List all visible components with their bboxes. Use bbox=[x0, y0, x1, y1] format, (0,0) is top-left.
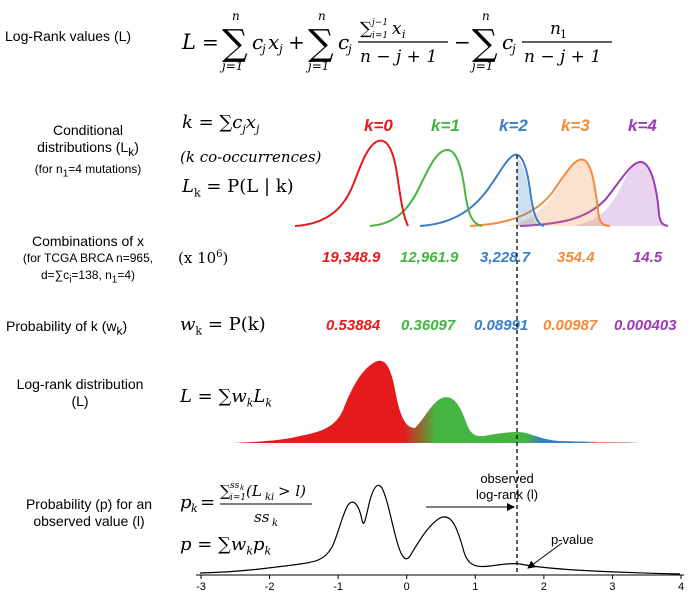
lk-definition: Lk = P(L | k) bbox=[182, 176, 294, 200]
svg-text:p: p bbox=[180, 492, 192, 513]
pk-definition: p k = ∑ ss k i=1 (L ki > l) ss k bbox=[180, 480, 330, 533]
k-cooccurrences: (k co-occurrences) bbox=[180, 148, 322, 166]
svg-text:∑: ∑ bbox=[222, 23, 248, 64]
k0-combinations: 19,348.9 bbox=[322, 249, 381, 266]
k3-combinations: 354.4 bbox=[557, 249, 595, 266]
svg-text:i=1: i=1 bbox=[230, 493, 246, 503]
svg-text:1: 1 bbox=[560, 28, 567, 41]
svg-text:n: n bbox=[482, 9, 490, 23]
k3-probability: 0.00987 bbox=[543, 317, 598, 334]
row-label-pvalue: Probability (p) for an observed value (l… bbox=[25, 496, 153, 529]
p-definition: p = ∑wkpk bbox=[180, 534, 272, 558]
svg-text:∑: ∑ bbox=[308, 23, 334, 64]
svg-text:j: j bbox=[259, 42, 266, 56]
row-label-logrank-dist: Log-rank distribution (L) bbox=[16, 376, 144, 409]
k3-curve bbox=[505, 159, 604, 226]
row-label-conditional: Conditional distributions (Lk) (for n1=4… bbox=[34, 122, 142, 180]
k2-curve bbox=[517, 157, 540, 226]
x-tick-label: 3 bbox=[609, 581, 615, 593]
combined-distribution bbox=[232, 360, 640, 443]
svg-text:j=1: j=1 bbox=[219, 59, 243, 73]
k4-curve bbox=[575, 162, 665, 226]
k1-combinations: 12,961.9 bbox=[400, 249, 459, 266]
svg-text:ss: ss bbox=[230, 481, 240, 491]
svg-text:n: n bbox=[232, 9, 240, 23]
pvalue-annotation: p-value bbox=[551, 532, 594, 547]
L-definition: L = ∑wkLk bbox=[180, 386, 273, 410]
svg-text:∑: ∑ bbox=[472, 23, 498, 64]
conditional-curves bbox=[294, 139, 669, 227]
x-tick-label: -1 bbox=[333, 581, 343, 593]
x-tick-label: 0 bbox=[404, 581, 410, 593]
svg-text:x: x bbox=[268, 30, 279, 54]
svg-text:i: i bbox=[402, 28, 406, 41]
svg-text:L: L bbox=[181, 30, 196, 54]
k4-title: k=4 bbox=[628, 116, 657, 135]
k4-probability: 0.000403 bbox=[614, 317, 677, 334]
svg-text:∑: ∑ bbox=[360, 19, 372, 39]
k2-title: k=2 bbox=[499, 116, 528, 135]
svg-text:c: c bbox=[252, 30, 263, 54]
svg-text:c: c bbox=[338, 30, 349, 54]
main-formula: L = ∑ n j=1 c j x j + ∑ n j=1 c j ∑ j−1 … bbox=[180, 4, 620, 81]
row-label-probability-k: Probability of k (wk) bbox=[6, 318, 128, 338]
svg-text:k: k bbox=[191, 502, 198, 515]
svg-text:i=1: i=1 bbox=[372, 31, 388, 41]
svg-text:j=1: j=1 bbox=[305, 59, 329, 73]
svg-text:n: n bbox=[550, 19, 561, 39]
wk-definition: wk = P(k) bbox=[180, 314, 266, 338]
svg-text:n − j + 1: n − j + 1 bbox=[524, 47, 601, 67]
svg-text:c: c bbox=[502, 30, 513, 54]
svg-text:=: = bbox=[202, 30, 219, 54]
k2-probability: 0.08991 bbox=[474, 317, 529, 334]
x-tick-label: -2 bbox=[265, 581, 275, 593]
svg-text:−: − bbox=[454, 30, 471, 54]
k0-title: k=0 bbox=[364, 116, 393, 135]
svg-text:n: n bbox=[318, 9, 326, 23]
k3-title: k=3 bbox=[561, 116, 590, 135]
svg-text:ss: ss bbox=[254, 508, 270, 526]
x-tick-label: 1 bbox=[472, 581, 478, 593]
svg-text:+: + bbox=[288, 30, 305, 54]
x-tick-label: -3 bbox=[196, 581, 206, 593]
pk-formula-graphic: p k = ∑ ss k i=1 (L ki > l) ss k bbox=[180, 481, 312, 529]
svg-text:k: k bbox=[240, 484, 244, 492]
combinations-scale: (x 106) bbox=[178, 249, 229, 267]
k4-combinations: 14.5 bbox=[633, 249, 663, 266]
k1-title: k=1 bbox=[431, 116, 460, 135]
k-definition: k = ∑cjxj bbox=[182, 112, 260, 136]
svg-text:n − j + 1: n − j + 1 bbox=[360, 47, 437, 67]
x-tick-label: 4 bbox=[678, 581, 684, 593]
svg-text:(L: (L bbox=[246, 482, 262, 500]
svg-text:k: k bbox=[272, 518, 278, 528]
x-axis-ticks: -3 -2 -1 0 1 2 3 4 bbox=[196, 575, 684, 593]
k0-probability: 0.53884 bbox=[326, 317, 381, 334]
x-tick-label: 2 bbox=[541, 581, 547, 593]
row-label-logrank: Log-Rank values (L) bbox=[5, 28, 132, 44]
row-label-combinations: Combinations of x (for TCGA BRCA n=965, … bbox=[22, 233, 154, 286]
k1-probability: 0.36097 bbox=[401, 317, 456, 334]
svg-text:x: x bbox=[392, 19, 402, 39]
k2-combinations: 3,228.7 bbox=[480, 249, 531, 266]
svg-text:=: = bbox=[200, 492, 215, 513]
observed-annotation: observed log-rank (l) bbox=[476, 471, 539, 502]
svg-text:j−1: j−1 bbox=[370, 18, 388, 28]
svg-text:j: j bbox=[345, 42, 352, 56]
svg-text:j=1: j=1 bbox=[469, 59, 493, 73]
main-formula-graphic: L = ∑ n j=1 c j x j + ∑ n j=1 c j ∑ j−1 … bbox=[181, 9, 612, 73]
svg-text:j: j bbox=[509, 42, 516, 56]
svg-text:ki: ki bbox=[265, 492, 274, 503]
svg-text:j: j bbox=[276, 42, 283, 56]
svg-text:> l): > l) bbox=[278, 482, 306, 500]
